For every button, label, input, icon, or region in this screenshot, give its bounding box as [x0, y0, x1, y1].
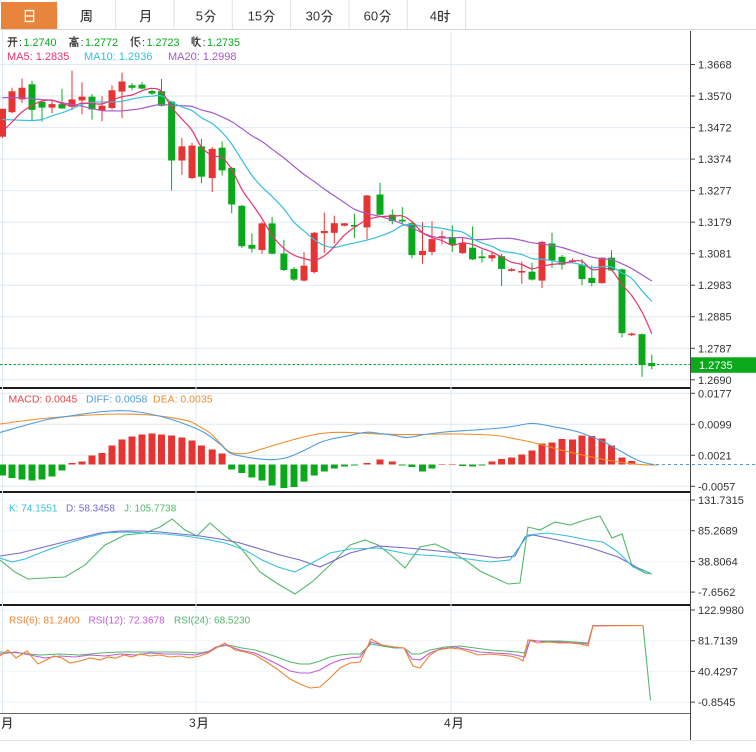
svg-text:1.2740: 1.2740 [24, 37, 57, 49]
svg-text:4: 4 [430, 9, 437, 24]
svg-text:RSI(12): 72.3678: RSI(12): 72.3678 [89, 616, 166, 627]
svg-text:1.2723: 1.2723 [147, 37, 180, 49]
svg-text:0.0021: 0.0021 [698, 450, 732, 462]
svg-text:1.3570: 1.3570 [698, 91, 732, 103]
svg-text:1.2885: 1.2885 [698, 312, 732, 324]
svg-text::: : [81, 37, 84, 49]
svg-text:RSI(24): 68.5230: RSI(24): 68.5230 [174, 616, 251, 627]
svg-text:K: 74.1551: K: 74.1551 [9, 504, 58, 515]
svg-text::: : [203, 37, 206, 49]
svg-text:1.2735: 1.2735 [207, 37, 240, 49]
svg-text:-0.8545: -0.8545 [698, 697, 735, 709]
svg-text:1.3081: 1.3081 [698, 249, 732, 261]
svg-text:1.3668: 1.3668 [698, 60, 732, 72]
svg-text:RSI(6): 81.2400: RSI(6): 81.2400 [9, 616, 80, 627]
svg-text:85.2689: 85.2689 [698, 526, 738, 538]
svg-text::: : [142, 37, 145, 49]
svg-text:MA5: 1.2835: MA5: 1.2835 [7, 51, 69, 63]
svg-text:3: 3 [189, 716, 196, 730]
svg-text:1.3277: 1.3277 [698, 186, 732, 198]
svg-text:MA10: 1.2936: MA10: 1.2936 [84, 51, 153, 63]
svg-text:1.3374: 1.3374 [698, 154, 732, 166]
svg-text:-7.6562: -7.6562 [698, 587, 735, 599]
svg-text:30: 30 [306, 9, 320, 24]
svg-text:D: 58.3458: D: 58.3458 [66, 504, 115, 515]
svg-text:1.2983: 1.2983 [698, 280, 732, 292]
svg-text:1.2772: 1.2772 [85, 37, 118, 49]
svg-text:0.0177: 0.0177 [698, 388, 732, 400]
svg-text:MA20: 1.2998: MA20: 1.2998 [168, 51, 237, 63]
svg-text:60: 60 [364, 9, 378, 24]
svg-text:0.0099: 0.0099 [698, 419, 732, 431]
svg-text:122.9980: 122.9980 [698, 605, 744, 617]
svg-text:-0.0057: -0.0057 [698, 481, 735, 493]
svg-text:1.2735: 1.2735 [699, 360, 733, 372]
svg-text:4: 4 [444, 716, 451, 730]
svg-text:DEA: 0.0035: DEA: 0.0035 [153, 394, 213, 406]
svg-text:1.3179: 1.3179 [698, 217, 732, 229]
svg-text:40.4297: 40.4297 [698, 666, 738, 678]
svg-text::: : [19, 37, 22, 49]
svg-text:1.2787: 1.2787 [698, 343, 732, 355]
svg-text:81.7139: 81.7139 [698, 636, 738, 648]
svg-text:J: 105.7738: J: 105.7738 [124, 504, 177, 515]
svg-text:38.8064: 38.8064 [698, 556, 738, 568]
svg-text:MACD: 0.0045: MACD: 0.0045 [9, 394, 78, 406]
svg-text:1.3472: 1.3472 [698, 123, 732, 135]
svg-text:DIFF: 0.0058: DIFF: 0.0058 [86, 394, 147, 406]
svg-text:5: 5 [196, 9, 203, 24]
svg-text:15: 15 [248, 9, 262, 24]
svg-text:131.7315: 131.7315 [698, 495, 744, 507]
svg-text:1.2690: 1.2690 [698, 375, 732, 387]
